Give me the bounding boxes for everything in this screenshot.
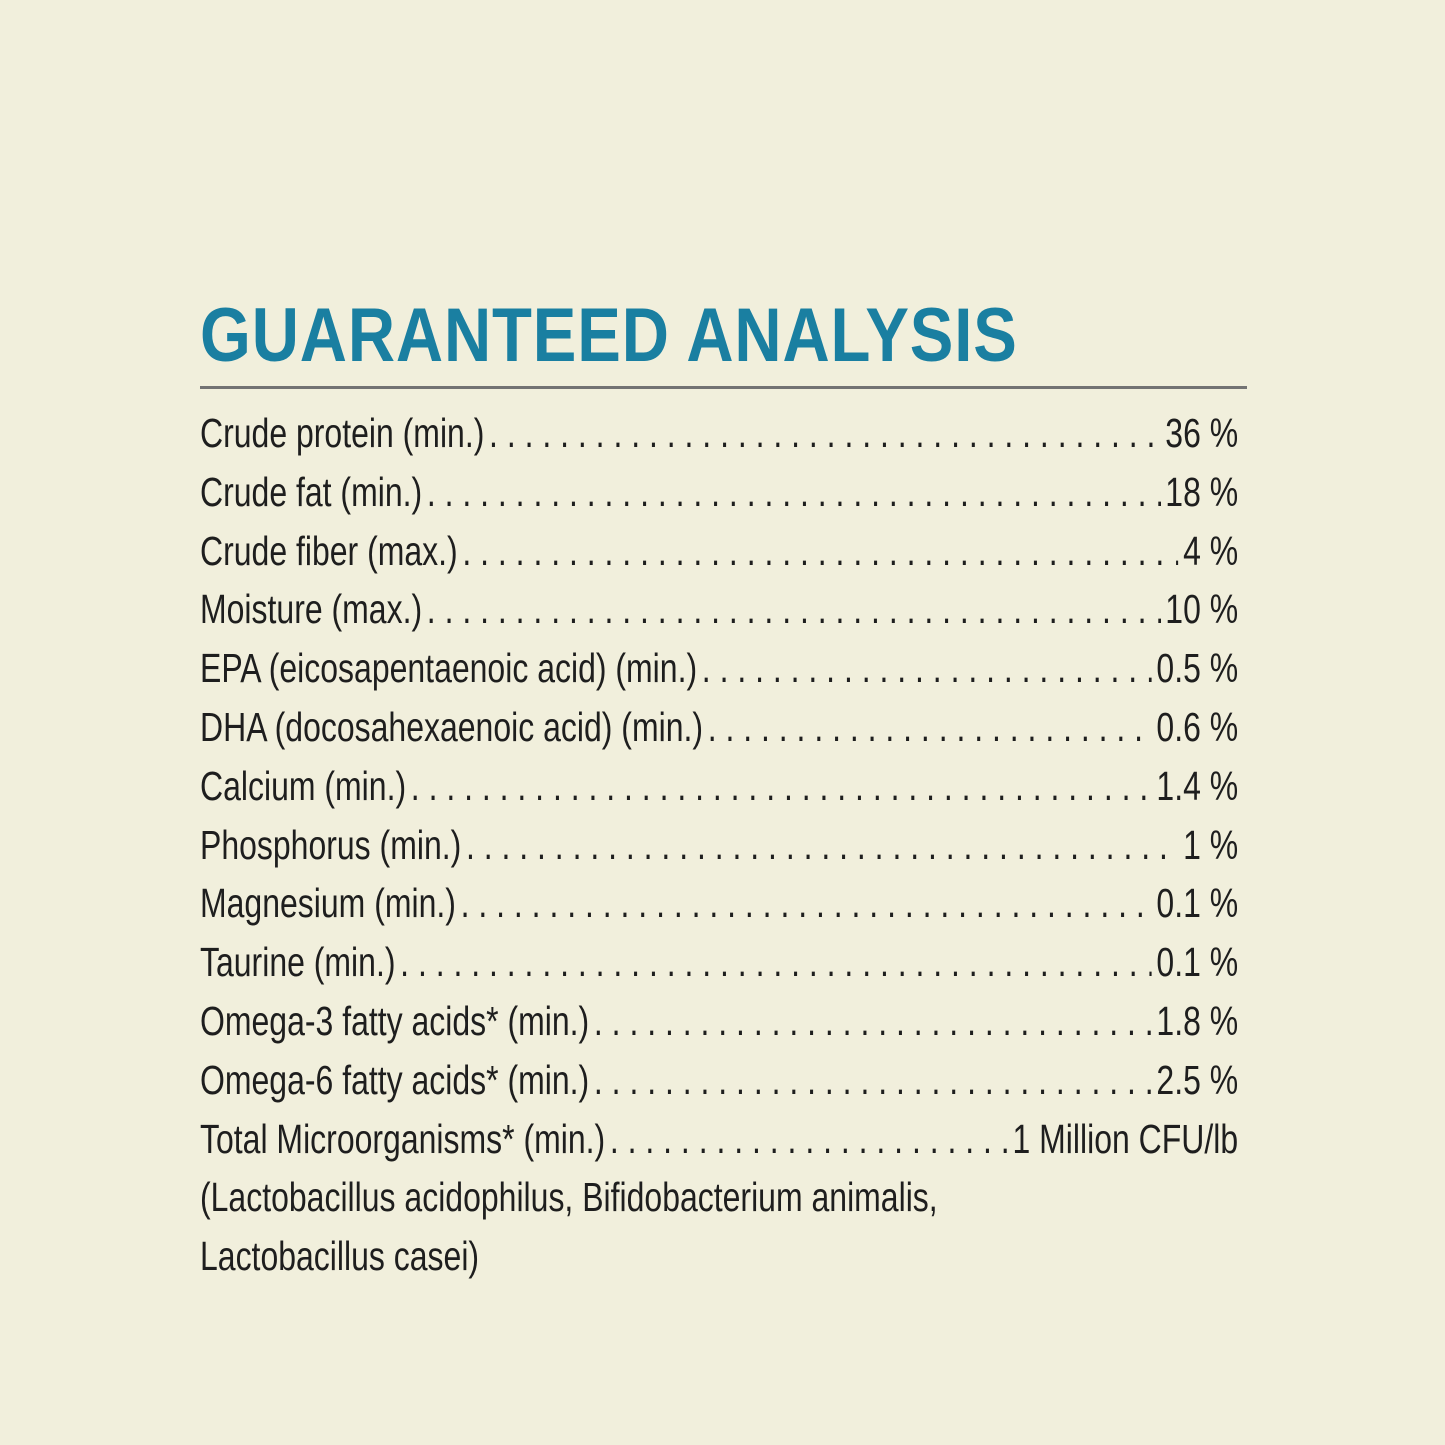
row-value: 1.4 % — [1156, 762, 1239, 809]
dot-leader — [708, 704, 1152, 751]
dot-leader — [594, 998, 1152, 1045]
dot-leader — [461, 880, 1152, 927]
row-value: 1 Million CFU/lb — [1012, 1115, 1239, 1162]
analysis-row: Total Microorganisms* (min.) 1 Million CF… — [200, 1116, 1238, 1175]
row-value: 0.1 % — [1156, 880, 1239, 927]
analysis-row: Calcium (min.) 1.4 % — [200, 763, 1238, 822]
row-value: 18 % — [1165, 468, 1239, 515]
analysis-row: Crude fiber (max.) 4 % — [200, 528, 1238, 587]
row-label: Omega-6 fatty acids* (min.) — [200, 1056, 590, 1103]
analysis-row: Taurine (min.) 0.1 % — [200, 939, 1238, 998]
row-value: 0.1 % — [1156, 939, 1239, 986]
title-divider — [200, 386, 1247, 389]
analysis-row: Crude protein (min.) 36 % — [200, 410, 1238, 469]
microorganisms-note-line: Lactobacillus casei) — [200, 1233, 480, 1280]
row-label: Omega-3 fatty acids* (min.) — [200, 997, 590, 1044]
analysis-row: DHA (docosahexaenoic acid) (min.) 0.6 % — [200, 704, 1238, 763]
analysis-row: Crude fat (min.) 18 % — [200, 469, 1238, 528]
dot-leader — [702, 645, 1152, 692]
analysis-row: Omega-3 fatty acids* (min.) 1.8 % — [200, 998, 1238, 1057]
row-label: Total Microorganisms* (min.) — [200, 1115, 606, 1162]
row-label: Calcium (min.) — [200, 762, 407, 809]
microorganisms-note-line: (Lactobacillus acidophilus, Bifidobacter… — [200, 1174, 938, 1221]
row-value: 1.8 % — [1156, 997, 1239, 1044]
dot-leader — [466, 822, 1178, 869]
analysis-row: Magnesium (min.) 0.1 % — [200, 880, 1238, 939]
dot-leader — [489, 410, 1161, 457]
row-label: Phosphorus (min.) — [200, 821, 462, 868]
dot-leader — [400, 939, 1152, 986]
row-value: 4 % — [1183, 527, 1239, 574]
analysis-row: Omega-6 fatty acids* (min.) 2.5 % — [200, 1057, 1238, 1116]
row-label: Magnesium (min.) — [200, 880, 456, 927]
dot-leader — [462, 528, 1178, 575]
dot-leader — [594, 1057, 1152, 1104]
analysis-row: Moisture (max.) 10 % — [200, 586, 1238, 645]
dot-leader — [411, 763, 1152, 810]
row-label: Taurine (min.) — [200, 939, 396, 986]
row-value: 36 % — [1165, 410, 1239, 456]
analysis-row: Phosphorus (min.) 1 % — [200, 822, 1238, 881]
analysis-list: Crude protein (min.) 36 % Crude fat (min.… — [200, 410, 1238, 1292]
row-label: DHA (docosahexaenoic acid) (min.) — [200, 703, 704, 750]
row-value: 0.5 % — [1156, 645, 1239, 692]
row-label: Crude fiber (max.) — [200, 527, 458, 574]
analysis-row: EPA (eicosapentaenoic acid) (min.) 0.5 % — [200, 645, 1238, 704]
row-label: Moisture (max.) — [200, 586, 423, 633]
dot-leader — [610, 1116, 1008, 1163]
row-value: 1 % — [1183, 821, 1239, 868]
row-label: Crude protein (min.) — [200, 410, 485, 456]
row-value: 0.6 % — [1156, 703, 1239, 750]
row-value: 2.5 % — [1156, 1056, 1239, 1103]
row-label: EPA (eicosapentaenoic acid) (min.) — [200, 645, 698, 692]
page-title: GUARANTEED ANALYSIS — [200, 293, 1018, 378]
row-label: Crude fat (min.) — [200, 468, 423, 515]
row-value: 10 % — [1165, 586, 1239, 633]
dot-leader — [427, 586, 1161, 633]
dot-leader — [427, 469, 1161, 516]
